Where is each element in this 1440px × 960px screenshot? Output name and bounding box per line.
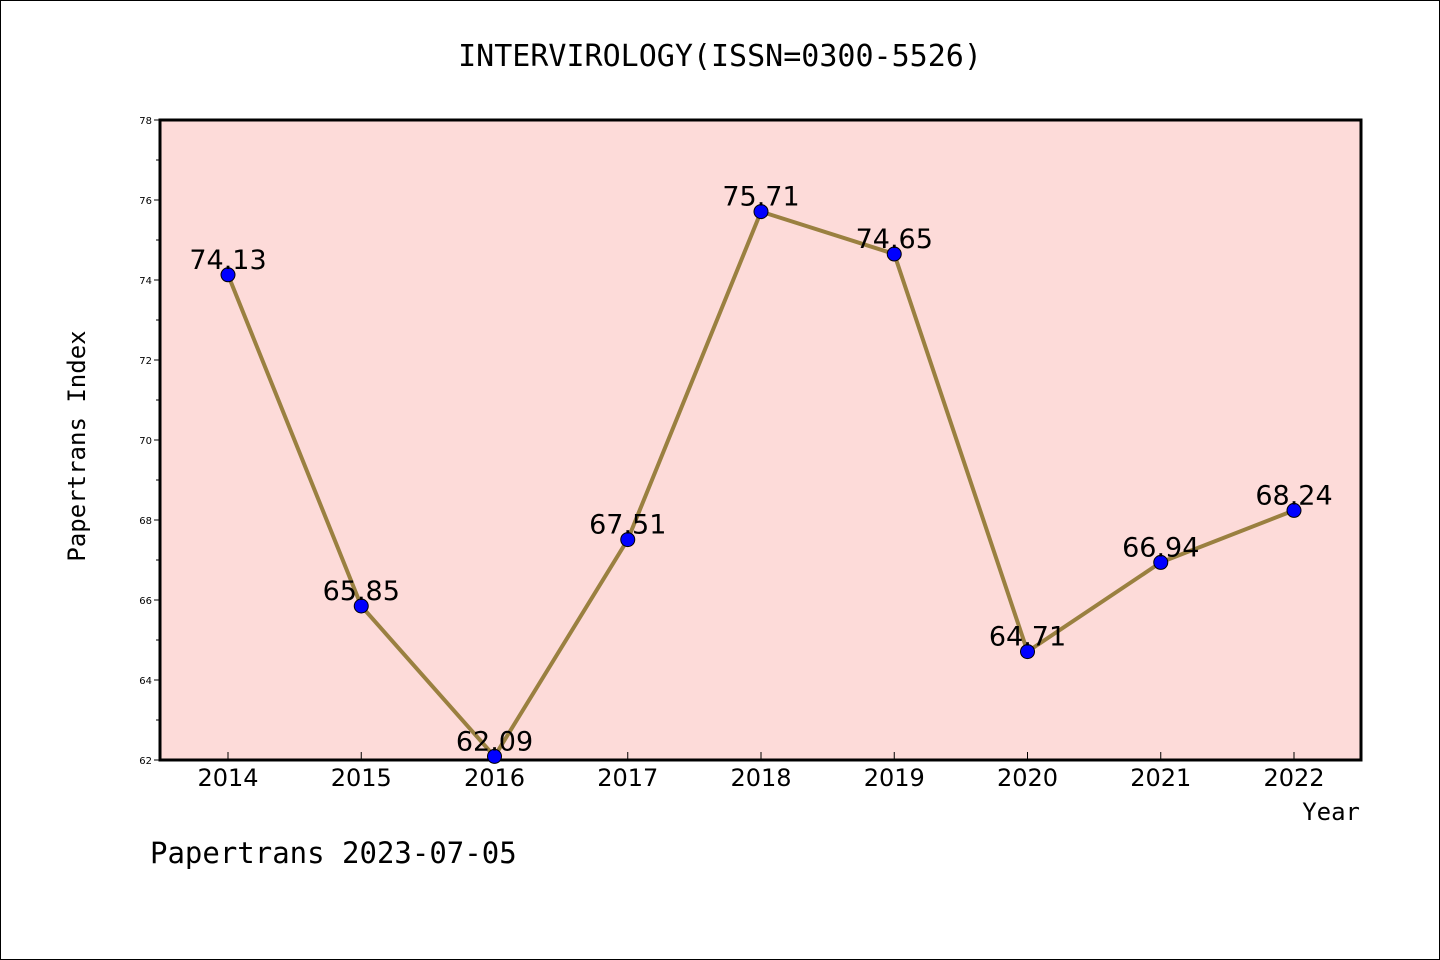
data-point-marker bbox=[886, 246, 902, 262]
y-axis: 62 64 66 68 70 72 74 76 78 bbox=[139, 116, 160, 767]
y-tick-label: 78 bbox=[139, 116, 152, 127]
y-tick-label: 72 bbox=[139, 356, 152, 367]
y-tick-label: 68 bbox=[139, 516, 152, 527]
x-tick-label: 2019 bbox=[864, 764, 925, 792]
data-labels-group: 74.13 65.85 62.09 67.51 75.71 74.65 64.71 66.94… bbox=[189, 182, 1332, 758]
x-tick-label: 2016 bbox=[464, 764, 525, 792]
data-point-marker bbox=[1286, 502, 1302, 518]
y-tick-label: 64 bbox=[139, 676, 152, 687]
data-point-marker bbox=[353, 598, 369, 614]
x-tick-label: 2014 bbox=[197, 764, 258, 792]
markers-group bbox=[220, 204, 1302, 764]
data-label: 68.24 bbox=[1255, 480, 1332, 511]
data-label: 74.65 bbox=[856, 224, 933, 255]
x-axis: 2014 2015 2016 2017 2018 2019 2020 2021 2022 bbox=[197, 752, 1325, 792]
data-point-marker bbox=[1153, 554, 1169, 570]
data-point-marker bbox=[487, 748, 502, 764]
x-tick-label: 2022 bbox=[1263, 764, 1324, 792]
data-label: 64.71 bbox=[989, 622, 1066, 653]
data-label: 62.09 bbox=[456, 726, 533, 757]
x-axis-label: Year bbox=[1302, 798, 1360, 826]
data-point-marker bbox=[1020, 644, 1035, 660]
data-label: 75.71 bbox=[722, 182, 799, 213]
y-tick-label: 66 bbox=[139, 596, 152, 607]
data-label: 66.94 bbox=[1122, 532, 1199, 563]
x-tick-label: 2018 bbox=[730, 764, 791, 792]
data-label: 67.51 bbox=[589, 510, 666, 541]
data-label: 65.85 bbox=[323, 576, 400, 607]
y-tick-label: 74 bbox=[139, 276, 152, 287]
data-point-marker bbox=[220, 267, 236, 283]
x-tick-label: 2015 bbox=[331, 764, 392, 792]
x-tick-label: 2017 bbox=[597, 764, 658, 792]
footer-text: Papertrans 2023-07-05 bbox=[150, 836, 517, 870]
plot-area bbox=[158, 118, 1363, 762]
data-point-marker bbox=[620, 532, 636, 548]
chart-title: INTERVIROLOGY(ISSN=0300-5526) bbox=[458, 39, 982, 74]
data-label: 74.13 bbox=[189, 245, 266, 276]
y-tick-label: 70 bbox=[139, 436, 152, 447]
y-axis-label: Papertrans Index bbox=[63, 330, 91, 561]
y-tick-label: 76 bbox=[139, 196, 152, 207]
y-tick-label: 62 bbox=[139, 756, 152, 767]
x-tick-label: 2021 bbox=[1130, 764, 1191, 792]
data-point-marker bbox=[753, 204, 769, 220]
x-tick-label: 2020 bbox=[997, 764, 1058, 792]
